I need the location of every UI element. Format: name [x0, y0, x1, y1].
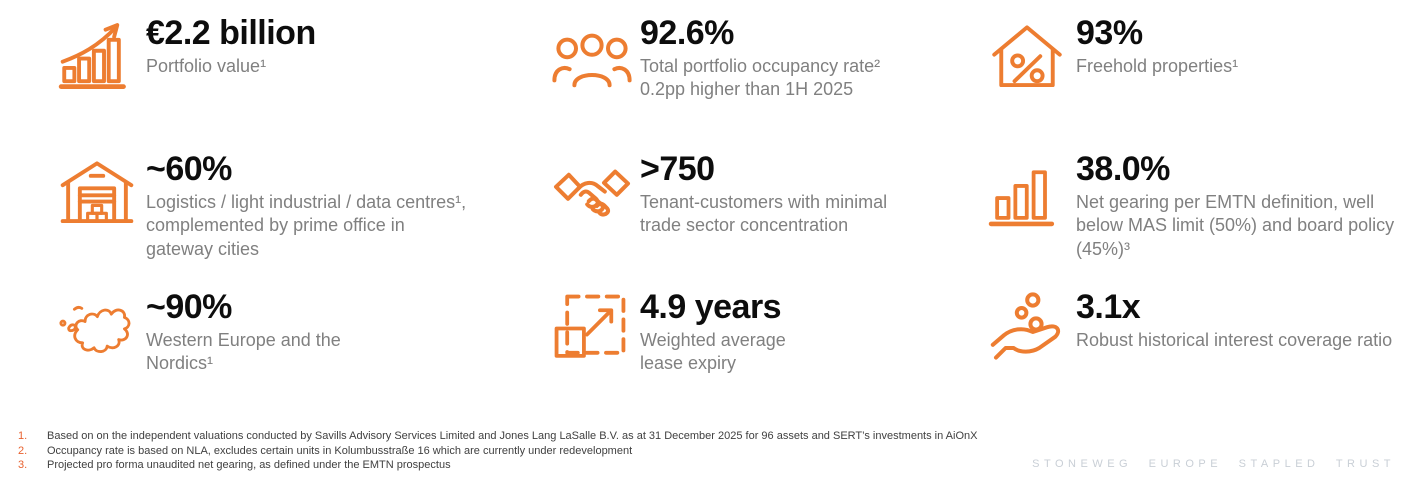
stat-description: Logistics / light industrial / data cent…	[146, 192, 467, 259]
stat-geographic-exposure: ~90% Western Europe and the Nordics¹	[58, 288, 552, 438]
footnote-2: 2. Occupancy rate is based on NLA, exclu…	[18, 444, 977, 459]
stat-value: 92.6%	[640, 14, 734, 52]
stat-value: 93%	[1076, 14, 1143, 52]
trust-watermark: STONEWEG EUROPE STAPLED TRUST	[1032, 458, 1395, 470]
bar-chart-icon	[988, 150, 1076, 235]
expand-icon	[552, 288, 640, 373]
footnote-text: Projected pro forma unaudited net gearin…	[47, 459, 451, 471]
footnote-marker: 2.	[18, 444, 28, 457]
kpi-grid: €2.2 billion Portfolio value¹ 92.6% Tota…	[58, 14, 1407, 438]
stat-portfolio-value: €2.2 billion Portfolio value¹	[58, 14, 552, 150]
stat-description: Robust historical interest coverage rati…	[1076, 330, 1393, 351]
footnote-marker: 3.	[18, 459, 28, 471]
people-group-icon	[552, 14, 640, 103]
stat-value: ~60%	[146, 150, 232, 188]
stat-value: ~90%	[146, 288, 232, 326]
stat-freehold-properties: 93% Freehold properties¹	[988, 14, 1407, 150]
stat-sector-mix: ~60% Logistics / light industrial / data…	[58, 150, 552, 288]
footnote-text: Occupancy rate is based on NLA, excludes…	[47, 444, 633, 457]
stat-description: Portfolio value¹	[146, 56, 267, 77]
stat-value: 38.0%	[1076, 150, 1170, 188]
stat-occupancy-rate: 92.6% Total portfolio occupancy rate² 0.…	[552, 14, 988, 150]
stat-value: >750	[640, 150, 715, 188]
stat-description: Total portfolio occupancy rate² 0.2pp hi…	[640, 56, 881, 100]
stat-description: Freehold properties¹	[1076, 56, 1239, 77]
stat-interest-coverage: 3.1x Robust historical interest coverage…	[988, 288, 1407, 438]
stat-description: Weighted average lease expiry	[640, 330, 786, 374]
hand-coins-icon	[988, 288, 1076, 377]
handshake-icon	[552, 150, 640, 239]
europe-map-icon	[58, 288, 146, 379]
stat-description: Net gearing per EMTN definition, well be…	[1076, 192, 1395, 259]
stat-value: 3.1x	[1076, 288, 1141, 326]
footnote-text: Based on on the independent valuations c…	[47, 430, 978, 442]
footnote-3: 3. Projected pro forma unaudited net gea…	[18, 458, 977, 473]
footnote-marker: 1.	[18, 430, 28, 442]
stat-value: 4.9 years	[640, 288, 782, 326]
footnote-1: 1. Based on on the independent valuation…	[18, 429, 977, 444]
stat-value: €2.2 billion	[146, 14, 316, 52]
warehouse-icon	[58, 150, 146, 237]
stat-net-gearing: 38.0% Net gearing per EMTN definition, w…	[988, 150, 1407, 288]
stat-lease-expiry: 4.9 years Weighted average lease expiry	[552, 288, 988, 438]
stat-tenant-customers: >750 Tenant-customers with minimal trade…	[552, 150, 988, 288]
footnotes: 1. Based on on the independent valuation…	[18, 429, 977, 473]
stat-description: Western Europe and the Nordics¹	[146, 330, 341, 374]
house-percent-icon	[988, 14, 1076, 101]
bar-chart-growth-icon	[58, 14, 146, 101]
stat-description: Tenant-customers with minimal trade sect…	[640, 192, 888, 236]
